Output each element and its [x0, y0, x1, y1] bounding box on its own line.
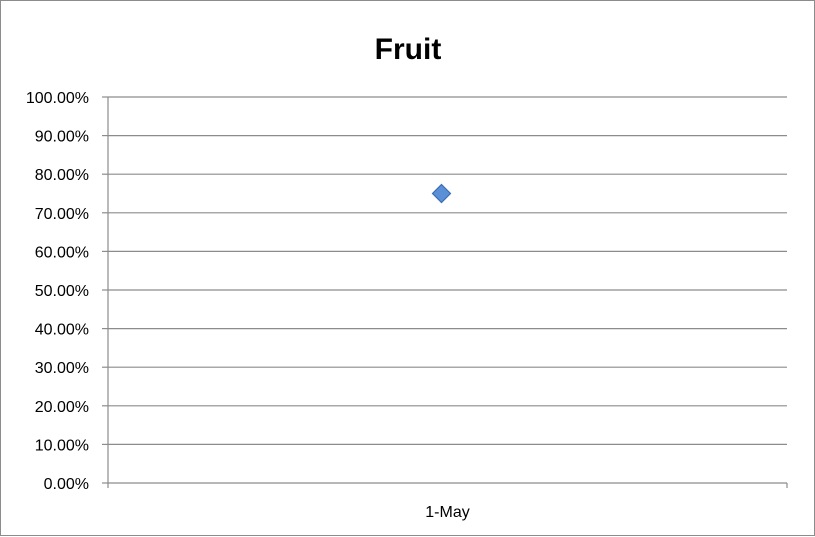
y-tick-label: 50.00% [35, 283, 89, 300]
y-tick-label: 10.00% [35, 437, 89, 454]
chart-title: Fruit [375, 33, 442, 66]
y-tick-label: 80.00% [35, 167, 89, 184]
data-point-diamond [431, 183, 452, 204]
y-tick-labels: 0.00% 10.00% 20.00% 30.00% 40.00% 50.00% 60.00… [26, 90, 89, 493]
y-tick-label: 20.00% [35, 399, 89, 416]
data-points [431, 183, 452, 204]
y-tick-label: 60.00% [35, 244, 89, 261]
y-tick-label: 100.00% [26, 90, 89, 107]
y-tick-label: 40.00% [35, 322, 89, 339]
gridlines [108, 96, 787, 445]
y-tick-label: 0.00% [44, 476, 89, 493]
x-tick-labels: 1-May [425, 504, 469, 521]
y-tick-label: 30.00% [35, 360, 89, 377]
axes [102, 96, 788, 488]
y-tick-label: 90.00% [35, 129, 89, 146]
y-tick-label: 70.00% [35, 206, 89, 223]
x-tick-label: 1-May [425, 504, 469, 521]
